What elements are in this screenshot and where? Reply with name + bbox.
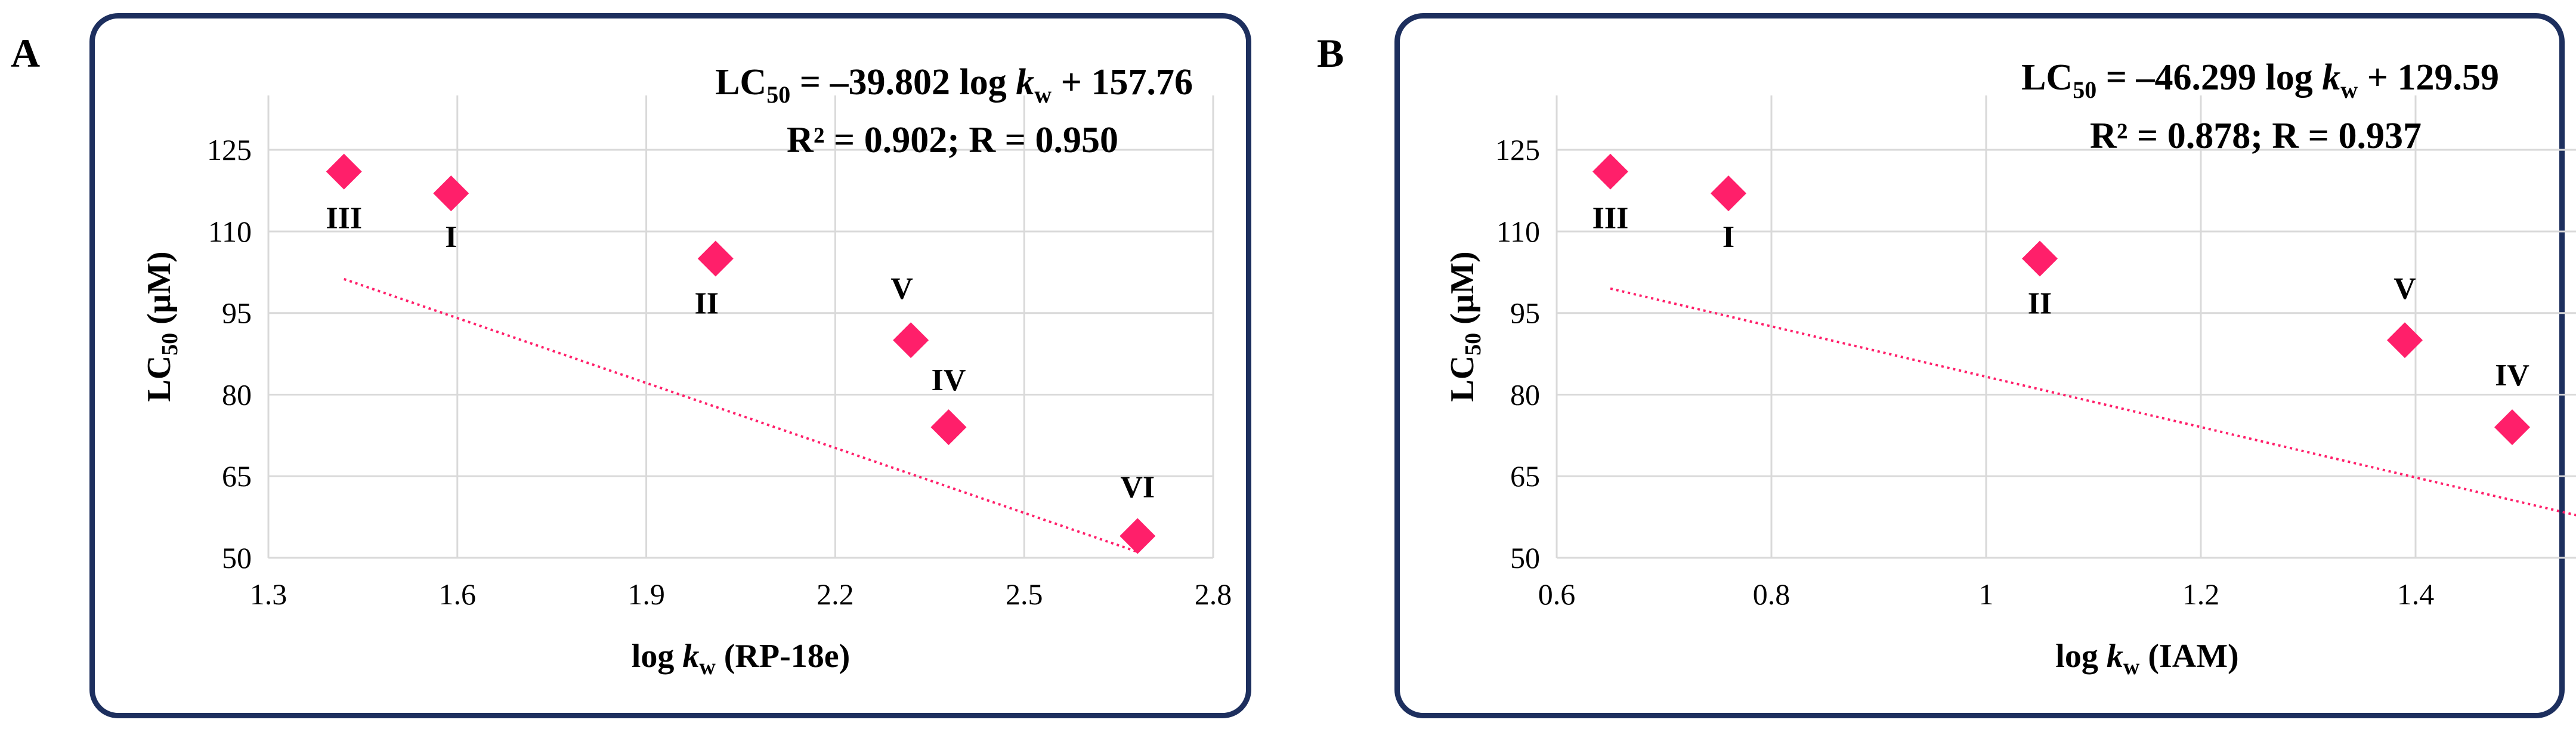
- data-point-ii: [2022, 240, 2058, 277]
- x-tick-label: 1.9: [627, 577, 665, 611]
- x-tick-label: 1: [1979, 577, 1994, 611]
- panel-letter-b: B: [1317, 30, 1344, 76]
- trendline: [344, 277, 1138, 553]
- data-point-i: [433, 175, 469, 212]
- x-tick-label: 0.6: [1538, 577, 1576, 611]
- data-label-ii: II: [2028, 287, 2052, 321]
- y-axis-label: LC50 (µM): [141, 251, 183, 401]
- x-tick-label: 1.2: [2182, 577, 2220, 611]
- y-tick-label: 50: [222, 541, 252, 575]
- data-point-iii: [1592, 153, 1628, 190]
- y-tick-label: 125: [207, 133, 252, 166]
- y-tick-label: 125: [1495, 133, 1540, 166]
- data-point-iv: [2494, 409, 2530, 446]
- data-point-vi: [1120, 518, 1156, 554]
- y-tick-label: 110: [1496, 215, 1540, 248]
- data-label-iii: III: [1592, 202, 1629, 236]
- panel-letter-a: A: [11, 30, 41, 76]
- y-tick-label: 65: [222, 459, 252, 493]
- x-tick-label: 2.8: [1195, 577, 1232, 611]
- panel-a-frame: [89, 13, 1251, 718]
- x-tick-label: 1.6: [439, 577, 477, 611]
- y-tick-label: 65: [1510, 459, 1540, 493]
- x-tick-label: 1.3: [250, 577, 287, 611]
- regression-equation: LC50 = –46.299 log kw + 129.59: [2021, 57, 2499, 103]
- x-axis-label: log kw (IAM): [2055, 638, 2238, 680]
- y-tick-label: 80: [222, 378, 252, 411]
- data-point-ii: [697, 240, 734, 277]
- data-label-iv: IV: [932, 363, 966, 397]
- y-axis-label: LC50 (µM): [1444, 251, 1486, 401]
- x-axis-label: log kw (RP-18e): [632, 638, 850, 680]
- trendline: [1610, 287, 2576, 517]
- x-tick-label: 2.5: [1006, 577, 1043, 611]
- r-squared-text: R² = 0.878; R = 0.937: [2090, 116, 2422, 156]
- data-point-v: [2387, 322, 2423, 359]
- data-point-iii: [326, 153, 362, 190]
- x-tick-label: 2.2: [817, 577, 854, 611]
- x-tick-label: 0.8: [1753, 577, 1790, 611]
- regression-equation: LC50 = –39.802 log kw + 157.76: [715, 62, 1193, 108]
- data-point-i: [1711, 175, 1746, 212]
- data-label-v: V: [890, 271, 913, 305]
- data-label-i: I: [445, 220, 457, 254]
- y-tick-label: 110: [208, 215, 252, 248]
- data-label-ii: II: [695, 287, 719, 321]
- data-point-v: [893, 322, 929, 359]
- y-tick-label: 95: [222, 296, 252, 330]
- data-label-i: I: [1723, 220, 1734, 254]
- y-tick-label: 50: [1510, 541, 1540, 575]
- y-tick-label: 95: [1510, 296, 1540, 330]
- y-tick-label: 80: [1510, 378, 1540, 411]
- data-label-iii: III: [326, 202, 362, 236]
- data-label-vi: VI: [1120, 471, 1155, 505]
- x-tick-label: 1.4: [2397, 577, 2435, 611]
- panel-b-frame: [1394, 13, 2565, 718]
- data-point-iv: [930, 409, 967, 446]
- data-label-iv: IV: [2495, 359, 2529, 393]
- data-label-v: V: [2393, 271, 2416, 305]
- chart-panel-b: 0.60.811.21.41.650658095110125IIIIIIVIVV…: [1444, 57, 2576, 680]
- r-squared-text: R² = 0.902; R = 0.950: [787, 120, 1118, 160]
